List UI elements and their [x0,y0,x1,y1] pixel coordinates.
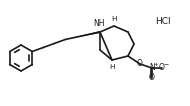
Text: HCl: HCl [155,17,171,26]
Polygon shape [65,31,100,40]
Text: −: − [163,61,168,66]
Text: +: + [153,61,158,66]
Text: O: O [137,59,143,68]
Text: H: H [109,64,115,70]
Text: NH: NH [93,20,105,29]
Text: O: O [159,63,165,73]
Text: H: H [111,16,117,22]
Text: O: O [149,73,155,82]
Text: N: N [149,63,155,73]
